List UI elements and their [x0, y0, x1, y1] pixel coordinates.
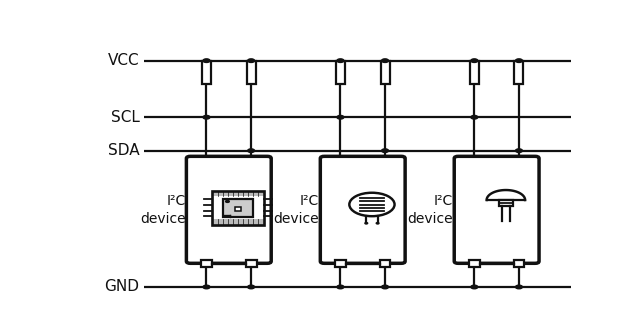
Bar [469, 260, 480, 267]
FancyBboxPatch shape [454, 156, 539, 263]
Bar [380, 260, 390, 267]
Bar [381, 61, 390, 84]
Bar [235, 207, 241, 211]
FancyBboxPatch shape [186, 156, 271, 263]
Bar [212, 191, 264, 196]
Circle shape [515, 149, 522, 152]
Circle shape [203, 116, 210, 119]
Circle shape [349, 193, 395, 216]
Bar [499, 200, 513, 206]
Circle shape [248, 149, 255, 152]
Text: I²C
device: I²C device [140, 194, 186, 226]
Circle shape [471, 59, 478, 62]
Bar [212, 219, 264, 224]
Bar [202, 61, 211, 84]
Bar [201, 260, 212, 267]
Bar [335, 260, 346, 267]
Bar [246, 61, 255, 84]
Circle shape [337, 59, 344, 62]
Text: VCC: VCC [108, 53, 140, 68]
Circle shape [515, 285, 522, 289]
Text: SCL: SCL [111, 110, 140, 125]
Text: I²C
device: I²C device [274, 194, 319, 226]
Bar [246, 260, 257, 267]
Circle shape [248, 285, 255, 289]
Bar [212, 191, 264, 224]
Circle shape [337, 285, 344, 289]
Bar [336, 61, 345, 84]
Bar [223, 199, 253, 217]
Circle shape [203, 285, 210, 289]
Circle shape [515, 59, 522, 62]
Circle shape [381, 59, 388, 62]
Text: I²C
device: I²C device [408, 194, 453, 226]
Circle shape [376, 222, 379, 224]
Text: SDA: SDA [108, 143, 140, 158]
Circle shape [365, 222, 367, 224]
Circle shape [381, 149, 388, 152]
Circle shape [248, 59, 255, 62]
Bar [513, 260, 524, 267]
Text: GND: GND [104, 280, 140, 295]
Circle shape [471, 285, 478, 289]
Bar [515, 61, 524, 84]
Circle shape [471, 116, 478, 119]
Bar [470, 61, 479, 84]
Circle shape [226, 200, 229, 202]
Circle shape [337, 116, 344, 119]
FancyBboxPatch shape [320, 156, 405, 263]
Circle shape [381, 285, 388, 289]
Circle shape [203, 59, 210, 62]
